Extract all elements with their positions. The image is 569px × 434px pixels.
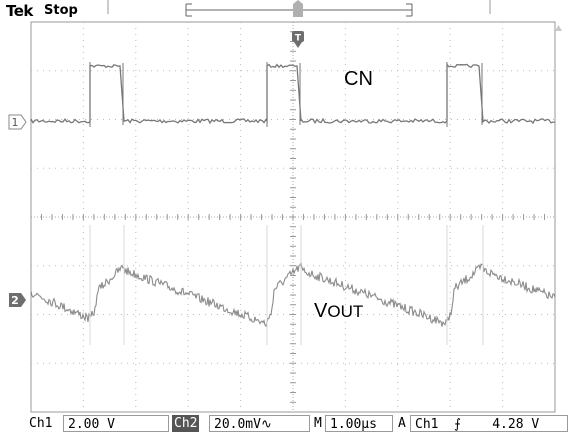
trigger-slope-icon: ⨍ <box>454 417 461 432</box>
vout-label-main: V <box>314 300 328 322</box>
cn-signal-label: CN <box>344 68 373 90</box>
acquisition-status: Stop <box>44 3 78 18</box>
timebase-readout: 1.00µs <box>325 415 393 432</box>
top-status-bar: Tek Stop <box>0 0 569 22</box>
trigger-readout: Ch1 ⨍ 4.28 V <box>410 415 568 432</box>
ch2-scale-value: 20.0mV <box>214 417 261 432</box>
ch1-marker-label: 1 <box>12 116 19 129</box>
vout-label-subscript: OUT <box>327 302 364 321</box>
ch2-marker-label: 2 <box>11 294 19 307</box>
ch1-waveform-trace <box>30 62 555 125</box>
ch1-ground-marker: 1 <box>8 114 27 130</box>
ch2-ground-marker: 2 <box>9 293 26 307</box>
timebase-mode-label: M <box>314 416 322 431</box>
trigger-source: Ch1 <box>415 417 439 432</box>
trigger-position-marker: T <box>292 31 304 48</box>
ch2-scale-readout: 20.0mV∿ <box>209 415 310 432</box>
ch2-coupling-icon: ∿ <box>260 417 272 432</box>
trigger-level: 4.28 V <box>492 417 540 432</box>
ch2-waveform-trace <box>30 260 556 328</box>
ch2-label: Ch2 <box>172 415 200 432</box>
vout-signal-label: VOUT <box>314 300 363 323</box>
ch1-label: Ch1 <box>29 416 53 431</box>
ch1-scale-readout: 2.00 V <box>63 415 169 432</box>
trigger-marker-label: T <box>295 34 302 44</box>
record-position-bar <box>107 0 491 17</box>
bottom-readout-bar: Ch1 2.00 V Ch2 20.0mV∿ M 1.00µs A Ch1 ⨍ … <box>0 414 569 434</box>
record-position-marker <box>293 4 303 17</box>
graticule <box>30 21 556 413</box>
trigger-mode-label: A <box>398 416 406 431</box>
upper-limit-marker <box>555 25 562 31</box>
brand-logo: Tek <box>6 2 33 20</box>
